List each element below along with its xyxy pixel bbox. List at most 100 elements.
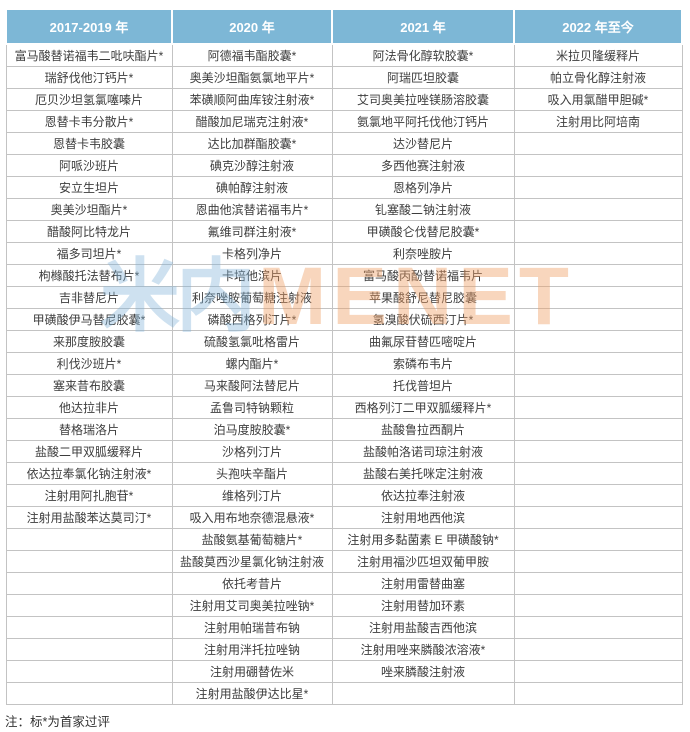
table-row: 来那度胺胶囊 硫酸氢氯吡格雷片 曲氟尿苷替匹嘧啶片 bbox=[5, 330, 683, 353]
drug-cell: 恩替卡韦分散片* bbox=[5, 110, 173, 133]
drug-cell: 卡培他滨片 bbox=[171, 264, 333, 287]
drug-cell bbox=[5, 550, 173, 573]
table-row: 甲磺酸伊马替尼胶囊* 磷酸西格列汀片* 氢溴酸伏硫西汀片* bbox=[5, 308, 683, 331]
drug-cell: 苯磺顺阿曲库铵注射液* bbox=[171, 88, 333, 111]
drug-cell: 注射用替加环素 bbox=[331, 594, 515, 617]
drug-cell: 碘克沙醇注射液 bbox=[171, 154, 333, 177]
column-header-2017-2019: 2017-2019 年 bbox=[5, 8, 173, 45]
drug-cell: 瑞舒伐他汀钙片* bbox=[5, 66, 173, 89]
drug-cell: 注射用雷替曲塞 bbox=[331, 572, 515, 595]
drug-cell bbox=[513, 594, 683, 617]
table-row: 富马酸替诺福韦二吡呋酯片* 阿德福韦酯胶囊* 阿法骨化醇软胶囊* 米拉贝隆缓释片 bbox=[5, 43, 683, 67]
drug-cell bbox=[513, 242, 683, 265]
drug-cell bbox=[513, 616, 683, 639]
drug-cell: 恩曲他滨替诺福韦片* bbox=[171, 198, 333, 221]
table-row: 他达拉非片 孟鲁司特钠颗粒 西格列汀二甲双胍缓释片* bbox=[5, 396, 683, 419]
drug-cell: 富马酸替诺福韦二吡呋酯片* bbox=[5, 43, 173, 67]
column-header-2022: 2022 年至今 bbox=[513, 8, 683, 45]
table-row: 注射用泮托拉唑钠 注射用唑来膦酸浓溶液* bbox=[5, 638, 683, 661]
table-row: 醋酸阿比特龙片 氟维司群注射液* 甲磺酸仑伐替尼胶囊* bbox=[5, 220, 683, 243]
drug-cell: 利奈唑胺片 bbox=[331, 242, 515, 265]
drug-cell: 塞来昔布胶囊 bbox=[5, 374, 173, 397]
drug-cell: 唑来膦酸注射液 bbox=[331, 660, 515, 683]
drug-cell bbox=[513, 506, 683, 529]
drug-cell bbox=[513, 374, 683, 397]
drug-cell bbox=[513, 198, 683, 221]
drug-cell: 沙格列汀片 bbox=[171, 440, 333, 463]
drug-cell: 索磷布韦片 bbox=[331, 352, 515, 375]
drug-cell: 安立生坦片 bbox=[5, 176, 173, 199]
drug-cell: 吸入用布地奈德混悬液* bbox=[171, 506, 333, 529]
drug-cell bbox=[513, 484, 683, 507]
drug-cell: 曲氟尿苷替匹嘧啶片 bbox=[331, 330, 515, 353]
drug-cell: 苹果酸舒尼替尼胶囊 bbox=[331, 286, 515, 309]
drug-cell bbox=[513, 176, 683, 199]
drug-cell bbox=[5, 528, 173, 551]
column-header-2021: 2021 年 bbox=[331, 8, 515, 45]
table-row: 注射用盐酸苯达莫司汀* 吸入用布地奈德混悬液* 注射用地西他滨 bbox=[5, 506, 683, 529]
drug-cell: 醋酸阿比特龙片 bbox=[5, 220, 173, 243]
drug-cell: 阿哌沙班片 bbox=[5, 154, 173, 177]
drug-cell: 注射用盐酸伊达比星* bbox=[171, 682, 333, 705]
drug-cell: 注射用地西他滨 bbox=[331, 506, 515, 529]
table-row: 注射用硼替佐米 唑来膦酸注射液 bbox=[5, 660, 683, 683]
drug-cell: 厄贝沙坦氢氯噻嗪片 bbox=[5, 88, 173, 111]
drug-cell bbox=[513, 220, 683, 243]
table-row: 厄贝沙坦氢氯噻嗪片 苯磺顺阿曲库铵注射液* 艾司奥美拉唑镁肠溶胶囊 吸入用氯醋甲胆碱* bbox=[5, 88, 683, 111]
drug-cell: 注射用阿扎胞苷* bbox=[5, 484, 173, 507]
drug-cell: 盐酸二甲双胍缓释片 bbox=[5, 440, 173, 463]
drug-cell bbox=[513, 308, 683, 331]
drug-cell: 盐酸莫西沙星氯化钠注射液 bbox=[171, 550, 333, 573]
drug-cell bbox=[513, 330, 683, 353]
drug-cell: 甲磺酸伊马替尼胶囊* bbox=[5, 308, 173, 331]
drug-cell: 阿法骨化醇软胶囊* bbox=[331, 43, 515, 67]
drug-cell: 碘帕醇注射液 bbox=[171, 176, 333, 199]
drug-cell: 注射用唑来膦酸浓溶液* bbox=[331, 638, 515, 661]
drug-cell: 磷酸西格列汀片* bbox=[171, 308, 333, 331]
drug-cell: 达沙替尼片 bbox=[331, 132, 515, 155]
drug-cell: 利伐沙班片* bbox=[5, 352, 173, 375]
drug-approval-table: 2017-2019 年 2020 年 2021 年 2022 年至今 富马酸替诺… bbox=[5, 8, 683, 705]
table-row: 盐酸莫西沙星氯化钠注射液 注射用福沙匹坦双葡甲胺 bbox=[5, 550, 683, 573]
drug-cell bbox=[513, 660, 683, 683]
drug-cell bbox=[513, 572, 683, 595]
drug-cell: 注射用艾司奥美拉唑钠* bbox=[171, 594, 333, 617]
table-row: 恩替卡韦分散片* 醋酸加尼瑞克注射液* 氨氯地平阿托伐他汀钙片 注射用比阿培南 bbox=[5, 110, 683, 133]
drug-cell bbox=[513, 264, 683, 287]
drug-cell: 奥美沙坦酯片* bbox=[5, 198, 173, 221]
drug-cell: 吸入用氯醋甲胆碱* bbox=[513, 88, 683, 111]
drug-cell: 硫酸氢氯吡格雷片 bbox=[171, 330, 333, 353]
drug-cell: 米拉贝隆缓释片 bbox=[513, 43, 683, 67]
drug-cell: 来那度胺胶囊 bbox=[5, 330, 173, 353]
drug-cell bbox=[513, 132, 683, 155]
table-row: 阿哌沙班片 碘克沙醇注射液 多西他赛注射液 bbox=[5, 154, 683, 177]
table-row: 瑞舒伐他汀钙片* 奥美沙坦酯氨氯地平片* 阿瑞匹坦胶囊 帕立骨化醇注射液 bbox=[5, 66, 683, 89]
drug-cell bbox=[5, 572, 173, 595]
table-row: 依达拉奉氯化钠注射液* 头孢呋辛酯片 盐酸右美托咪定注射液 bbox=[5, 462, 683, 485]
drug-cell: 钆塞酸二钠注射液 bbox=[331, 198, 515, 221]
table-row: 塞来昔布胶囊 马来酸阿法替尼片 托伐普坦片 bbox=[5, 374, 683, 397]
drug-cell: 甲磺酸仑伐替尼胶囊* bbox=[331, 220, 515, 243]
drug-cell bbox=[5, 594, 173, 617]
drug-cell: 多西他赛注射液 bbox=[331, 154, 515, 177]
table-row: 盐酸氨基葡萄糖片* 注射用多黏菌素 E 甲磺酸钠* bbox=[5, 528, 683, 551]
table-row: 利伐沙班片* 螺内酯片* 索磷布韦片 bbox=[5, 352, 683, 375]
drug-cell: 盐酸氨基葡萄糖片* bbox=[171, 528, 333, 551]
table-row: 依托考昔片 注射用雷替曲塞 bbox=[5, 572, 683, 595]
drug-cell: 达比加群酯胶囊* bbox=[171, 132, 333, 155]
drug-cell: 泊马度胺胶囊* bbox=[171, 418, 333, 441]
drug-cell: 富马酸丙酚替诺福韦片 bbox=[331, 264, 515, 287]
table-body: 富马酸替诺福韦二吡呋酯片* 阿德福韦酯胶囊* 阿法骨化醇软胶囊* 米拉贝隆缓释片 瑞舒伐… bbox=[5, 43, 683, 705]
table-row: 注射用阿扎胞苷* 维格列汀片 依达拉奉注射液 bbox=[5, 484, 683, 507]
table-row: 奥美沙坦酯片* 恩曲他滨替诺福韦片* 钆塞酸二钠注射液 bbox=[5, 198, 683, 221]
table-row: 枸橼酸托法替布片* 卡培他滨片 富马酸丙酚替诺福韦片 bbox=[5, 264, 683, 287]
drug-cell: 注射用福沙匹坦双葡甲胺 bbox=[331, 550, 515, 573]
footnote: 注：标*为首家过评 bbox=[5, 715, 110, 729]
drug-cell: 福多司坦片* bbox=[5, 242, 173, 265]
table-row: 替格瑞洛片 泊马度胺胶囊* 盐酸鲁拉西酮片 bbox=[5, 418, 683, 441]
drug-cell: 依达拉奉氯化钠注射液* bbox=[5, 462, 173, 485]
drug-cell bbox=[513, 528, 683, 551]
drug-cell bbox=[513, 682, 683, 705]
table-row: 注射用帕瑞昔布钠 注射用盐酸吉西他滨 bbox=[5, 616, 683, 639]
drug-cell: 依达拉奉注射液 bbox=[331, 484, 515, 507]
